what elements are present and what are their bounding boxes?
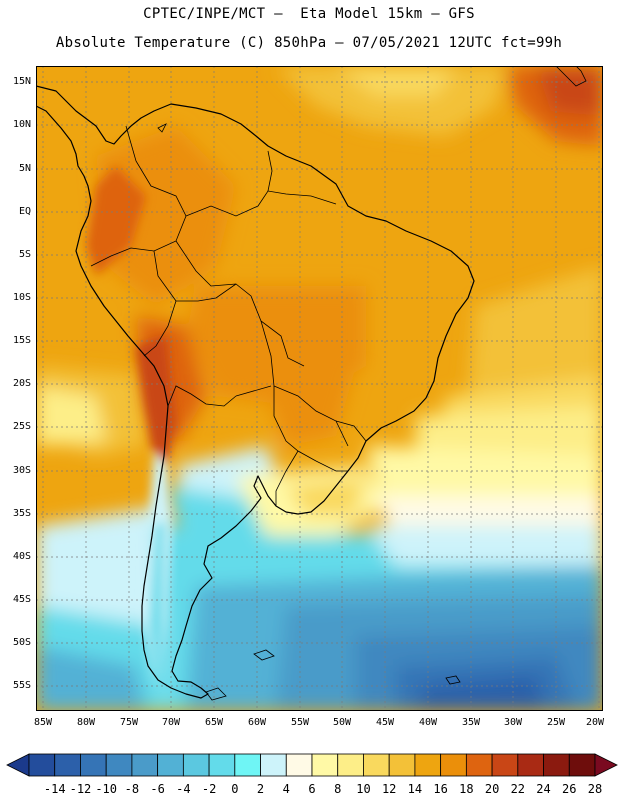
lat-label: 35S xyxy=(12,508,31,519)
lon-label: 45W xyxy=(375,717,395,728)
colorbar-tick-label: 4 xyxy=(282,782,290,796)
continent-outline xyxy=(36,85,475,699)
lon-label: 75W xyxy=(119,717,139,728)
colorbar-cell xyxy=(54,753,81,777)
lat-label: 55S xyxy=(12,680,31,691)
lat-label: 45S xyxy=(12,594,31,605)
lat-label: 25S xyxy=(12,421,31,432)
colorbar-cell xyxy=(105,753,133,777)
lon-label: 25W xyxy=(546,717,566,728)
colorbar-tick-label: 16 xyxy=(433,782,448,796)
colorbar-tick-label: 26 xyxy=(562,782,577,796)
colorbar-cell xyxy=(363,753,390,777)
lon-label: 60W xyxy=(247,717,267,728)
lon-label: 55W xyxy=(290,717,310,728)
title-line-1: CPTEC/INPE/MCT — Eta Model 15km — GFS xyxy=(143,6,475,22)
colorbar-tick-label: 22 xyxy=(510,782,526,796)
lon-label: 30W xyxy=(503,717,523,728)
colorbar-cell xyxy=(440,753,467,777)
title-line-2: Absolute Temperature (C) 850hPa — 07/05/… xyxy=(55,35,563,51)
colorbar-cell xyxy=(28,753,56,777)
lat-label: 20S xyxy=(12,378,31,389)
colorbar-tick-label: 2 xyxy=(256,782,265,796)
lat-label: 10N xyxy=(12,119,31,130)
colorbar-tick-label: 28 xyxy=(587,782,603,796)
lat-label: 40S xyxy=(12,551,31,562)
temperature-map xyxy=(36,66,603,711)
lat-label: 15N xyxy=(12,76,31,87)
colorbar-tick-label: -10 xyxy=(95,782,118,796)
colorbar-cell xyxy=(568,753,596,777)
colorbar-cell xyxy=(131,753,159,777)
colorbar-cell xyxy=(543,753,570,777)
lat-label: 30S xyxy=(12,465,31,476)
lat-label: 15S xyxy=(12,335,31,346)
colorbar-cell xyxy=(208,753,236,777)
lon-label: 40W xyxy=(418,717,438,728)
lat-label: 50S xyxy=(12,637,31,648)
colorbar-arrow-low xyxy=(6,753,30,777)
colorbar-tick-label: -6 xyxy=(150,782,165,796)
colorbar-tick-label: -12 xyxy=(69,782,92,796)
lon-label: 70W xyxy=(161,717,181,728)
colorbar-arrow-high xyxy=(594,753,618,777)
lat-label: 10S xyxy=(12,292,31,303)
colorbar-tick-label: 10 xyxy=(356,782,371,796)
colorbar-tick-label: 12 xyxy=(381,782,397,796)
lat-label: 5N xyxy=(18,163,31,174)
colorbar-cell xyxy=(465,753,493,777)
colorbar-cell xyxy=(388,753,416,777)
colorbar-cell xyxy=(337,753,364,777)
colorbar-tick-label: 0 xyxy=(231,782,239,796)
lon-label: 35W xyxy=(461,717,481,728)
colorbar-cell xyxy=(311,753,339,777)
colorbar-tick-label: 14 xyxy=(407,782,423,796)
colorbar-tick-label: 24 xyxy=(536,782,551,796)
lon-label: 85W xyxy=(33,717,53,728)
colorbar-cell xyxy=(182,753,210,777)
colorbar-tick-label: -8 xyxy=(124,782,140,796)
colorbar-cell xyxy=(260,753,287,777)
colorbar-tick-label: 20 xyxy=(484,782,500,796)
colorbar xyxy=(6,753,618,777)
colorbar-cell xyxy=(414,753,442,777)
colorbar-cell xyxy=(157,753,184,777)
lat-label: 5S xyxy=(18,249,31,260)
colorbar-tick-label: 6 xyxy=(308,782,316,796)
lon-label: 50W xyxy=(332,717,352,728)
lon-label: 80W xyxy=(76,717,96,728)
lat-label: EQ xyxy=(18,206,31,217)
lon-label: 65W xyxy=(204,717,224,728)
colorbar-tick-label: -4 xyxy=(176,782,191,796)
colorbar-cell xyxy=(491,753,519,777)
colorbar-tick-label: 8 xyxy=(334,782,342,796)
colorbar-tick-label: 18 xyxy=(459,782,474,796)
country-borders xyxy=(90,125,367,506)
colorbar-cell xyxy=(80,753,107,777)
colorbar-cell xyxy=(285,753,313,777)
colorbar-tick-label: -2 xyxy=(201,782,217,796)
colorbar-tick-label: -14 xyxy=(43,782,66,796)
colorbar-cell xyxy=(234,753,261,777)
colorbar-cell xyxy=(517,753,544,777)
lon-label: 20W xyxy=(585,717,605,728)
